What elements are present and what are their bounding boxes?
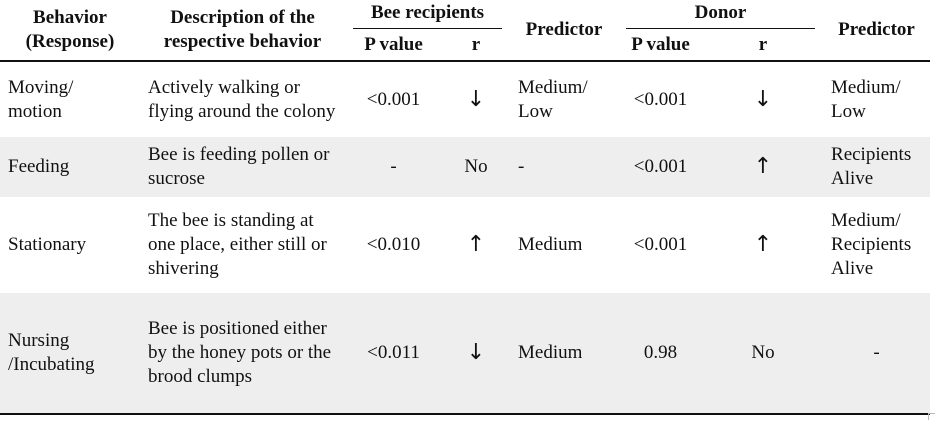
header-predictor-2: Predictor [838, 19, 915, 40]
cell-predictor-1: - [510, 137, 618, 197]
cell-description: Actively walking or flying around the co… [148, 76, 336, 122]
cell-donor-r: ↑ [753, 232, 773, 257]
header-bee-r: r [471, 34, 481, 55]
table-header: Behavior (Response) Description of the r… [0, 0, 931, 61]
header-predictor-1: Predictor [525, 19, 603, 40]
header-bee-p-value: P value [364, 34, 423, 55]
cell-donor-p: <0.001 [633, 234, 688, 255]
header-donor-label: Donor [626, 1, 816, 29]
header-donor: Donor [618, 0, 823, 30]
cell-predictor-1: Medium [510, 293, 618, 414]
cell-bee-p: - [345, 137, 442, 197]
cell-behavior: Moving/ motion [8, 76, 74, 122]
cell-donor-p: <0.001 [618, 137, 703, 197]
header-description: Description of the respective behavior [163, 7, 322, 52]
corner-mark [928, 413, 935, 420]
cell-bee-p: <0.010 [366, 234, 421, 255]
cell-bee-r: ↑ [466, 232, 486, 257]
table-row: Moving/ motion Actively walking or flyin… [0, 61, 930, 137]
cell-bee-r: ↓ [442, 293, 510, 414]
table-row: Stationary The bee is standing at one pl… [0, 197, 930, 293]
cell-predictor-1: Medium/ Low [518, 76, 588, 122]
cell-bee-p: <0.001 [366, 88, 421, 110]
header-bee-recipients-label: Bee recipients [353, 1, 502, 29]
cell-donor-p: 0.98 [618, 293, 703, 414]
table-row: Feeding Bee is feeding pollen or sucrose… [0, 137, 931, 197]
cell-behavior: Nursing /Incubating [0, 293, 140, 414]
cell-donor-p: <0.001 [633, 88, 688, 110]
cell-description: The bee is standing at one place, either… [148, 210, 327, 279]
cell-donor-r: ↑ [703, 137, 824, 197]
cell-bee-r: ↓ [466, 86, 486, 112]
cell-predictor-2: Medium/ Recipients Alive [831, 210, 912, 279]
cell-predictor-1: Medium [518, 234, 583, 255]
behavior-table: Behavior (Response) Description of the r… [0, 0, 931, 414]
cell-behavior: Feeding [0, 137, 140, 197]
table-row: Nursing /Incubating Bee is positioned ei… [0, 293, 931, 414]
cell-bee-r: No [442, 137, 510, 197]
cell-predictor-2: Recipients Alive [823, 137, 931, 197]
header-donor-p-value: P value [631, 34, 690, 55]
cell-description: Bee is feeding pollen or sucrose [140, 137, 345, 197]
header-behavior: Behavior (Response) [25, 7, 115, 52]
cell-bee-p: <0.011 [345, 293, 442, 414]
header-bee-recipients: Bee recipients [345, 0, 510, 30]
header-donor-r: r [758, 34, 768, 55]
cell-description: Bee is positioned either by the honey po… [140, 293, 345, 414]
cell-donor-r: ↓ [753, 86, 773, 112]
cell-behavior: Stationary [8, 234, 87, 255]
cell-predictor-2: Medium/ Low [831, 76, 901, 122]
cell-donor-r: No [703, 293, 824, 414]
cell-predictor-2: - [823, 293, 931, 414]
